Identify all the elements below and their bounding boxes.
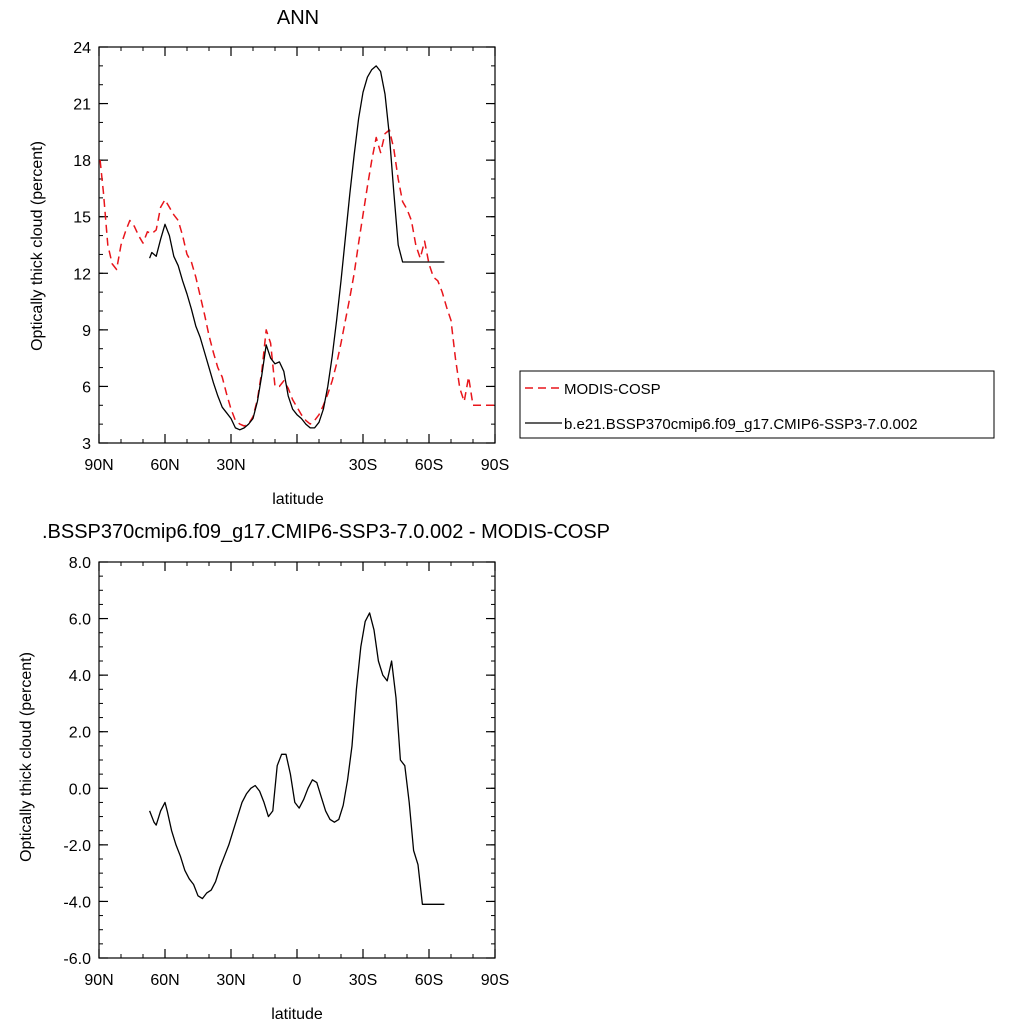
bottom-x-tick-label: 30S xyxy=(349,972,377,989)
top-y-tick-label: 21 xyxy=(73,97,91,114)
bottom-y-tick-label: 0.0 xyxy=(69,781,91,798)
top-y-tick-label: 12 xyxy=(73,266,91,283)
top-x-tick-label: 30N xyxy=(216,457,245,474)
top-series-line-1 xyxy=(99,129,494,427)
bottom-series-line-1 xyxy=(148,612,445,905)
bottom-x-axis-label: latitude xyxy=(271,1006,323,1023)
top-x-tick-label: 90S xyxy=(481,457,509,474)
top-x-tick-label: 60N xyxy=(150,457,179,474)
bottom-y-tick-label: -4.0 xyxy=(63,894,91,911)
top-y-tick-label: 6 xyxy=(82,379,91,396)
top-y-tick-label: 9 xyxy=(82,323,91,340)
bottom-x-tick-label: 90S xyxy=(481,972,509,989)
bottom-plot-frame xyxy=(98,561,496,959)
bottom-y-tick-label: -6.0 xyxy=(63,951,91,968)
top-plot-area: 3 6 9 12 15 18 21 24 90N 60N 30N 30S 60S 90S xyxy=(73,40,509,474)
top-y-tick-label: 18 xyxy=(73,153,91,170)
bottom-x-tick-label: 30N xyxy=(216,972,245,989)
bottom-y-axis-label: Optically thick cloud (percent) xyxy=(18,652,35,862)
top-x-tick-label: 60S xyxy=(415,457,443,474)
bottom-x-tick-label: 60N xyxy=(150,972,179,989)
bottom-y-tick-label: 4.0 xyxy=(69,668,91,685)
bottom-chart-title: .BSSP370cmip6.f09_g17.CMIP6-SSP3-7.0.002… xyxy=(42,521,610,543)
bottom-x-tick-label: 90N xyxy=(84,972,113,989)
bottom-x-tick-label: 0 xyxy=(293,972,302,989)
legend-label-model: b.e21.BSSP370cmip6.f09_g17.CMIP6-SSP3-7.… xyxy=(564,416,918,433)
legend: MODIS-COSP b.e21.BSSP370cmip6.f09_g17.CM… xyxy=(519,370,995,439)
bottom-y-tick-label: 8.0 xyxy=(69,555,91,572)
legend-box xyxy=(519,370,995,439)
top-chart-title: ANN xyxy=(277,7,319,29)
legend-label-modis-cosp: MODIS-COSP xyxy=(564,381,661,398)
top-x-axis-label: latitude xyxy=(272,491,324,508)
top-x-tick-label: 90N xyxy=(84,457,113,474)
top-y-tick-label: 15 xyxy=(73,210,91,227)
bottom-y-tick-label: 6.0 xyxy=(69,612,91,629)
bottom-plot-area: -6.0 -4.0 -2.0 0.0 2.0 4.0 6.0 8.0 90N 60N 30N 0 30S… xyxy=(63,555,509,989)
top-x-tick-label: 30S xyxy=(349,457,377,474)
bottom-y-tick-label: -2.0 xyxy=(63,838,91,855)
top-panel: ANN 3 6 9 12 15 18 21 24 90N 60N 30N 30S 60S 90S lati… xyxy=(29,7,509,508)
top-series-line-2 xyxy=(148,65,445,431)
bottom-x-tick-label: 60S xyxy=(415,972,443,989)
top-y-tick-label: 24 xyxy=(73,40,91,57)
bottom-y-tick-label: 2.0 xyxy=(69,725,91,742)
bottom-panel: .BSSP370cmip6.f09_g17.CMIP6-SSP3-7.0.002… xyxy=(18,521,610,1023)
top-y-axis-label: Optically thick cloud (percent) xyxy=(29,141,46,351)
top-y-tick-label: 3 xyxy=(82,436,91,453)
top-plot-frame xyxy=(98,46,496,444)
